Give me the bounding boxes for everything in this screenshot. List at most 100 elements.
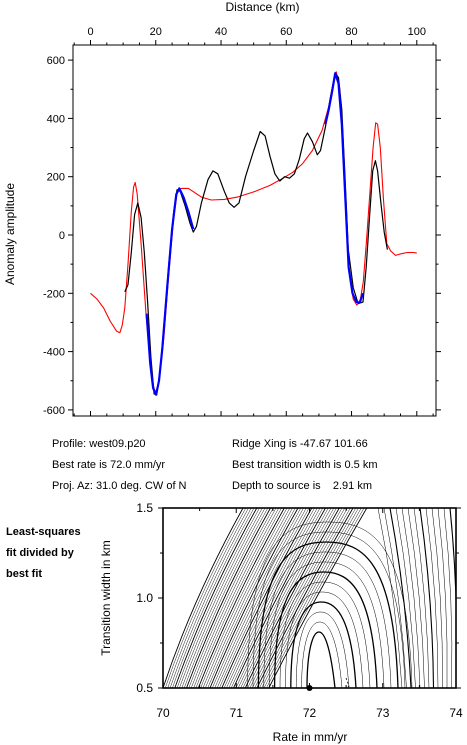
contour-lines	[163, 508, 456, 688]
anomaly-profile-chart: 0 20 40 60 80 100 -600 -400 -200 0 200 400 600 Distan…	[3, 0, 441, 417]
fit-window-line	[145, 187, 195, 396]
contour-description-line: best fit	[6, 568, 43, 580]
fit-window-line	[324, 72, 365, 304]
contour-line	[181, 508, 266, 688]
contour-line	[207, 508, 296, 688]
contour-line	[167, 508, 249, 688]
contour-line	[383, 508, 407, 688]
contour-line	[200, 508, 288, 688]
y-tick-label: 600	[47, 55, 65, 67]
contour-line	[449, 508, 456, 688]
y-axis-title: Anomaly amplitude	[3, 183, 17, 285]
contour-line	[233, 508, 326, 688]
contour-line	[268, 561, 385, 688]
contour-line	[254, 508, 351, 688]
contour-line	[395, 508, 416, 688]
y-tick-label: -200	[43, 288, 65, 300]
x-tick-label: 71	[230, 706, 244, 720]
contour-line	[301, 621, 343, 688]
contour-line	[190, 508, 277, 688]
y-tick-label: 0	[59, 230, 65, 242]
contour-line	[306, 631, 336, 688]
contour-line	[407, 508, 425, 688]
plot-frame	[72, 44, 437, 417]
x-tick-label: 73	[376, 706, 390, 720]
contour-line	[226, 508, 318, 688]
contour-line	[285, 591, 364, 688]
contour-line	[172, 508, 255, 688]
contour-line	[257, 541, 399, 688]
contour-line	[230, 508, 323, 688]
contour-line	[389, 508, 412, 688]
projection-azimuth-label: Proj. Az: 31.0 deg. CW of N	[52, 480, 187, 492]
contour-line	[221, 508, 313, 688]
x-tick-label: 72	[303, 706, 317, 720]
x-axis-title: Distance (km)	[225, 0, 299, 14]
contour-line	[174, 508, 258, 688]
x-tick-label: 70	[156, 706, 170, 720]
model-fit-line	[90, 71, 417, 395]
contour-line	[247, 521, 413, 688]
contour-line	[205, 508, 293, 688]
contour-description: Least-squares fit divided by best fit	[6, 522, 106, 585]
contour-line	[237, 508, 332, 688]
contour-line	[261, 508, 359, 688]
contour-line	[244, 508, 340, 688]
contour-line	[188, 508, 274, 688]
contour-line	[186, 508, 271, 688]
x-tick-label: 100	[408, 26, 426, 38]
y-tick-label: 200	[47, 172, 65, 184]
x-tick-label: 40	[215, 26, 227, 38]
contour-line	[273, 571, 378, 688]
y-tick-label: 1.5	[136, 501, 153, 515]
contour-line	[425, 508, 439, 688]
contour-line	[252, 531, 406, 688]
contour-line	[240, 508, 334, 688]
contour-line	[183, 508, 268, 688]
contour-line	[212, 508, 301, 688]
contour-line	[268, 508, 368, 688]
contour-line	[401, 508, 421, 688]
contour-line	[193, 508, 279, 688]
contour-description-line: Least-squares	[6, 526, 81, 538]
x-tick-label: 60	[280, 26, 292, 38]
contour-line	[256, 508, 354, 688]
best-transition-label: Best transition width is 0.5 km	[232, 459, 378, 471]
contour-line	[219, 508, 310, 688]
misfit-contour-chart: 70 71 72 73 74 0.5 1.0 1.5 Rate in mm/yr Transiti…	[99, 501, 463, 744]
contour-line	[209, 508, 299, 688]
y-axis-title: Transition width in km	[99, 540, 113, 656]
y-tick-label: 0.5	[136, 681, 153, 695]
best-fit-marker	[306, 685, 313, 691]
contour-line	[176, 508, 260, 688]
ridge-crossing-label: Ridge Xing is -47.67 101.66	[232, 438, 368, 450]
contour-line	[228, 508, 321, 688]
contour-line	[413, 508, 430, 688]
y-tick-label: 400	[47, 113, 65, 125]
best-rate-label: Best rate is 72.0 mm/yr	[52, 459, 166, 471]
y-tick-label: 1.0	[136, 591, 153, 605]
contour-line	[437, 508, 448, 688]
contour-line	[235, 508, 329, 688]
contour-line	[202, 508, 290, 688]
contour-line	[295, 611, 350, 688]
contour-line	[443, 508, 453, 688]
contour-line	[419, 508, 435, 688]
contour-line	[252, 508, 348, 688]
x-axis-title: Rate in mm/yr	[273, 730, 348, 744]
contour-line	[263, 508, 362, 688]
depth-to-source-label: Depth to source is 2.91 km	[232, 480, 373, 492]
contour-line	[247, 508, 343, 688]
contour-line	[431, 508, 443, 688]
x-tick-label: 74	[449, 706, 463, 720]
contour-line	[165, 508, 246, 688]
contour-line	[163, 508, 244, 688]
contour-line	[169, 508, 252, 688]
contour-line	[195, 508, 282, 688]
contour-description-line: fit divided by	[6, 547, 74, 559]
contour-line	[290, 601, 357, 688]
contour-line	[197, 508, 285, 688]
contour-line	[279, 581, 371, 688]
contour-line	[266, 508, 365, 688]
